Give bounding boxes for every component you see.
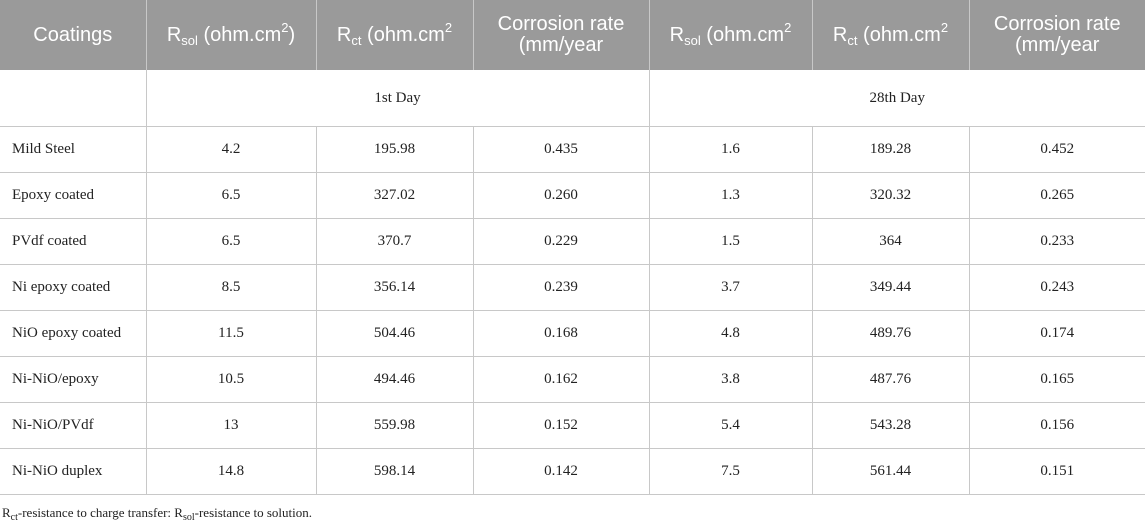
value-cell: 3.8: [649, 356, 813, 403]
header-rsol-1: Rsol (ohm.cm2): [146, 0, 317, 70]
value-cell: 370.7: [316, 218, 474, 265]
table-row: PVdf coated 6.5 370.7 0.229 1.5 364 0.233: [0, 218, 1145, 265]
value-cell: 504.46: [316, 310, 474, 357]
table-row: Epoxy coated 6.5 327.02 0.260 1.3 320.32 0.265: [0, 172, 1145, 219]
corrosion-data-table: Coatings Rsol (ohm.cm2) Rct (ohm.cm2 Cor…: [0, 0, 1145, 495]
coating-name-cell: Ni-NiO/PVdf: [0, 402, 147, 449]
value-cell: 561.44: [812, 448, 970, 495]
value-cell: 14.8: [146, 448, 317, 495]
value-cell: 0.168: [473, 310, 650, 357]
table-body: 1st Day 28th Day Mild Steel 4.2 195.98 0.43…: [0, 70, 1145, 495]
table-row: Ni epoxy coated 8.5 356.14 0.239 3.7 349.44 0.…: [0, 264, 1145, 311]
day-label-second: 28th Day: [649, 70, 1145, 127]
value-cell: 494.46: [316, 356, 474, 403]
value-cell: 11.5: [146, 310, 317, 357]
value-cell: 6.5: [146, 218, 317, 265]
coating-name-cell: Ni-NiO duplex: [0, 448, 147, 495]
value-cell: 1.5: [649, 218, 813, 265]
value-cell: 4.8: [649, 310, 813, 357]
value-cell: 3.7: [649, 264, 813, 311]
header-coatings: Coatings: [0, 0, 147, 70]
coating-name-cell: NiO epoxy coated: [0, 310, 147, 357]
table-header: Coatings Rsol (ohm.cm2) Rct (ohm.cm2 Cor…: [0, 0, 1145, 70]
value-cell: 0.233: [969, 218, 1145, 265]
value-cell: 487.76: [812, 356, 970, 403]
coating-name-cell: Mild Steel: [0, 126, 147, 173]
value-cell: 4.2: [146, 126, 317, 173]
value-cell: 543.28: [812, 402, 970, 449]
table-row: NiO epoxy coated 11.5 504.46 0.168 4.8 489.76…: [0, 310, 1145, 357]
value-cell: 1.3: [649, 172, 813, 219]
footnote: Rct-resistance to charge transfer: Rsol-…: [2, 505, 312, 523]
header-corrosion-1: Corrosion rate (mm/year: [473, 0, 650, 70]
value-cell: 0.229: [473, 218, 650, 265]
header-rct-1: Rct (ohm.cm2: [316, 0, 474, 70]
value-cell: 489.76: [812, 310, 970, 357]
value-cell: 0.162: [473, 356, 650, 403]
value-cell: 0.452: [969, 126, 1145, 173]
value-cell: 0.156: [969, 402, 1145, 449]
header-rct-2: Rct (ohm.cm2: [812, 0, 970, 70]
value-cell: 0.265: [969, 172, 1145, 219]
value-cell: 0.174: [969, 310, 1145, 357]
value-cell: 0.142: [473, 448, 650, 495]
value-cell: 13: [146, 402, 317, 449]
value-cell: 189.28: [812, 126, 970, 173]
value-cell: 0.152: [473, 402, 650, 449]
value-cell: 0.435: [473, 126, 650, 173]
day-label-first: 1st Day: [146, 70, 650, 127]
value-cell: 598.14: [316, 448, 474, 495]
table-row: Ni-NiO duplex 14.8 598.14 0.142 7.5 561.44 0.1…: [0, 448, 1145, 495]
table-row: Mild Steel 4.2 195.98 0.435 1.6 189.28 0.452: [0, 126, 1145, 173]
value-cell: 364: [812, 218, 970, 265]
table-row: Ni-NiO/PVdf 13 559.98 0.152 5.4 543.28 0.156: [0, 402, 1145, 449]
value-cell: 327.02: [316, 172, 474, 219]
value-cell: 349.44: [812, 264, 970, 311]
header-rsol-2: Rsol (ohm.cm2: [649, 0, 813, 70]
value-cell: 8.5: [146, 264, 317, 311]
header-corrosion-2: Corrosion rate (mm/year: [969, 0, 1145, 70]
value-cell: 0.260: [473, 172, 650, 219]
coating-name-cell: Ni epoxy coated: [0, 264, 147, 311]
value-cell: 10.5: [146, 356, 317, 403]
value-cell: 559.98: [316, 402, 474, 449]
value-cell: 0.239: [473, 264, 650, 311]
coating-name-cell: PVdf coated: [0, 218, 147, 265]
value-cell: 1.6: [649, 126, 813, 173]
day-row: 1st Day 28th Day: [0, 70, 1145, 127]
value-cell: 7.5: [649, 448, 813, 495]
value-cell: 6.5: [146, 172, 317, 219]
value-cell: 0.165: [969, 356, 1145, 403]
coating-name-cell: Epoxy coated: [0, 172, 147, 219]
value-cell: 320.32: [812, 172, 970, 219]
coating-name-cell: Ni-NiO/epoxy: [0, 356, 147, 403]
table-row: Ni-NiO/epoxy 10.5 494.46 0.162 3.8 487.76 0.16…: [0, 356, 1145, 403]
value-cell: 195.98: [316, 126, 474, 173]
header-row: Coatings Rsol (ohm.cm2) Rct (ohm.cm2 Cor…: [0, 0, 1145, 70]
value-cell: 0.151: [969, 448, 1145, 495]
value-cell: 5.4: [649, 402, 813, 449]
value-cell: 356.14: [316, 264, 474, 311]
day-empty-cell: [0, 70, 147, 127]
value-cell: 0.243: [969, 264, 1145, 311]
